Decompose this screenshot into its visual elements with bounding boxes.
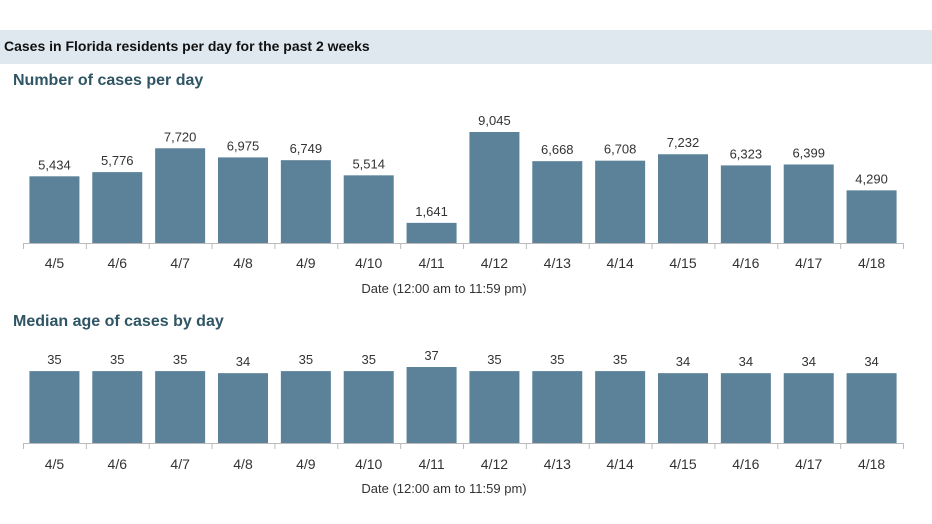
- bar: [846, 190, 897, 243]
- bar: [720, 373, 771, 443]
- data-label: 9,045: [478, 113, 511, 128]
- x-tick-label: 4/7: [170, 255, 190, 271]
- data-label: 34: [801, 354, 815, 369]
- x-axis-label: Date (12:00 am to 11:59 pm): [361, 281, 526, 296]
- x-tick-label: 4/17: [795, 456, 822, 472]
- bar: [218, 373, 268, 443]
- x-tick-label: 4/18: [858, 456, 885, 472]
- bar: [595, 160, 646, 243]
- data-label: 6,749: [290, 141, 323, 156]
- x-tick-label: 4/5: [45, 255, 65, 271]
- bar: [406, 367, 457, 443]
- median-age-chart: 35 4/5 35 4/6 35 4/7 34 4/8 35 4/9 35 4/10 37 4/11 35 4…: [23, 348, 904, 496]
- data-label: 7,720: [164, 129, 197, 144]
- data-label: 6,399: [792, 145, 825, 160]
- data-label: 6,323: [730, 146, 763, 161]
- data-label: 5,434: [38, 157, 71, 172]
- bar: [29, 176, 80, 243]
- data-label: 1,641: [415, 204, 448, 219]
- bar: [155, 148, 206, 243]
- x-tick-label: 4/13: [544, 456, 571, 472]
- banner-title: Cases in Florida residents per day for t…: [4, 38, 370, 54]
- data-label: 34: [739, 354, 753, 369]
- bar: [469, 371, 520, 443]
- median-age-chart-title: Median age of cases by day: [13, 313, 224, 330]
- bar: [92, 371, 143, 443]
- bar: [343, 371, 394, 443]
- data-label: 35: [47, 352, 61, 367]
- x-tick-label: 4/6: [108, 456, 128, 472]
- data-label: 35: [110, 352, 124, 367]
- x-tick-label: 4/11: [418, 255, 444, 271]
- x-tick-label: 4/15: [669, 456, 696, 472]
- bar: [720, 165, 771, 243]
- x-tick-label: 4/11: [418, 456, 444, 472]
- data-label: 5,776: [101, 153, 134, 168]
- x-tick-label: 4/8: [233, 456, 253, 472]
- bar: [658, 154, 708, 243]
- bar: [155, 371, 206, 443]
- bar: [280, 371, 331, 443]
- bar: [343, 175, 394, 243]
- data-label: 34: [676, 354, 690, 369]
- data-label: 4,290: [855, 171, 888, 186]
- bar: [469, 132, 520, 243]
- bar: [218, 157, 268, 243]
- bar: [658, 373, 708, 443]
- data-label: 5,514: [352, 156, 385, 171]
- x-tick-label: 4/14: [607, 456, 634, 472]
- x-tick-label: 4/12: [481, 255, 508, 271]
- x-tick-label: 4/6: [108, 255, 128, 271]
- x-tick-label: 4/16: [732, 456, 759, 472]
- cases-chart-title: Number of cases per day: [13, 72, 204, 89]
- x-tick-label: 4/18: [858, 255, 885, 271]
- bar: [29, 371, 80, 443]
- data-label: 37: [424, 348, 438, 363]
- bar: [532, 371, 583, 443]
- data-label: 7,232: [667, 135, 700, 150]
- bar: [783, 373, 834, 443]
- x-tick-label: 4/9: [296, 255, 316, 271]
- bar: [846, 373, 897, 443]
- data-label: 6,975: [227, 138, 260, 153]
- x-tick-label: 4/10: [355, 456, 382, 472]
- bar: [406, 222, 457, 243]
- x-tick-label: 4/12: [481, 456, 508, 472]
- data-label: 35: [613, 352, 627, 367]
- data-label: 34: [236, 354, 250, 369]
- bar: [280, 160, 331, 243]
- data-label: 35: [173, 352, 187, 367]
- x-tick-label: 4/7: [170, 456, 190, 472]
- data-label: 35: [487, 352, 501, 367]
- x-tick-label: 4/8: [233, 255, 253, 271]
- data-label: 35: [550, 352, 564, 367]
- x-tick-label: 4/9: [296, 456, 316, 472]
- cases-per-day-chart: 5,434 4/5 5,776 4/6 7,720 4/7 6,975 4/8 6,749 4/9…: [23, 113, 904, 296]
- data-label: 6,668: [541, 142, 574, 157]
- bar: [92, 172, 143, 243]
- x-tick-label: 4/15: [669, 255, 696, 271]
- data-label: 34: [864, 354, 878, 369]
- chart-banner: Cases in Florida residents per day for t…: [0, 30, 932, 64]
- x-tick-label: 4/14: [607, 255, 634, 271]
- data-label: 35: [299, 352, 313, 367]
- x-tick-label: 4/13: [544, 255, 571, 271]
- x-tick-label: 4/5: [45, 456, 65, 472]
- x-tick-label: 4/17: [795, 255, 822, 271]
- x-tick-label: 4/16: [732, 255, 759, 271]
- bar: [783, 164, 834, 243]
- x-tick-label: 4/10: [355, 255, 382, 271]
- bar: [532, 161, 583, 243]
- x-axis-label: Date (12:00 am to 11:59 pm): [361, 481, 526, 496]
- data-label: 6,708: [604, 142, 637, 157]
- data-label: 35: [361, 352, 375, 367]
- bar: [595, 371, 646, 443]
